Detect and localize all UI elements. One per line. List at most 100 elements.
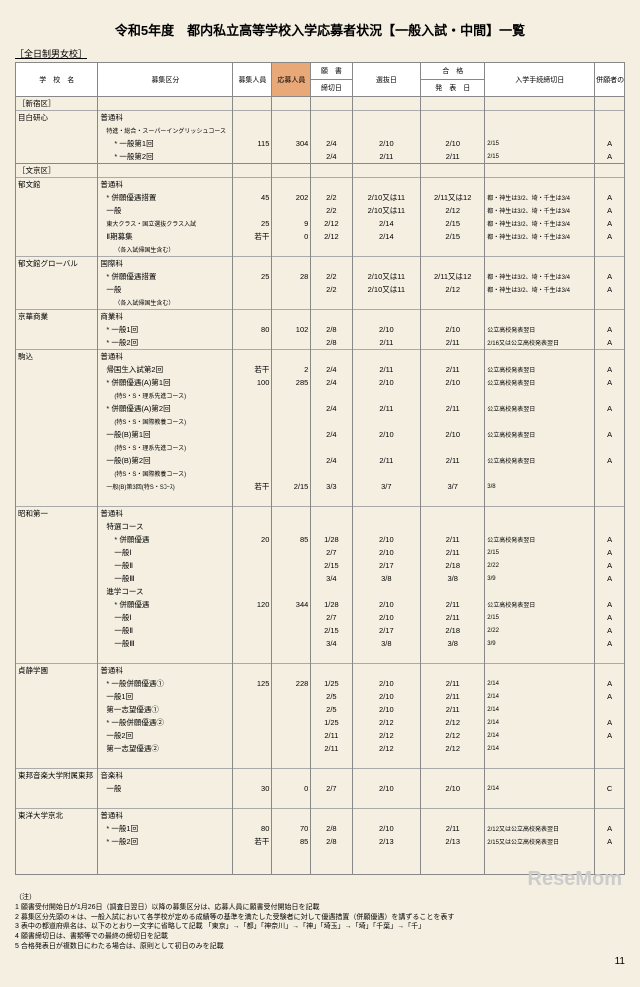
selection (352, 520, 421, 533)
applicants (272, 310, 311, 324)
deadline: 1/25 (311, 716, 352, 729)
special: A (595, 572, 625, 585)
category: 一般Ⅲ (98, 637, 233, 650)
category: * 併願優遇 (98, 598, 233, 611)
selection: 2/10 (352, 822, 421, 835)
school-name (16, 598, 98, 611)
applicants (272, 467, 311, 480)
special: A (595, 428, 625, 441)
th-deadline: 締切日 (311, 80, 352, 97)
capacity (233, 703, 272, 716)
selection (352, 296, 421, 310)
selection: 2/10 (352, 137, 421, 150)
category: 一般Ⅲ (98, 572, 233, 585)
selection: 2/10又は11 (352, 270, 421, 283)
capacity: 若干 (233, 480, 272, 493)
note-line: 5 合格発表日が複数日にわたる場合は、原則として初日のみを記載 (15, 942, 625, 952)
announce: 2/11 (421, 402, 485, 415)
capacity (233, 769, 272, 783)
school-name (16, 533, 98, 546)
announce (421, 585, 485, 598)
capacity (233, 559, 272, 572)
deadline (311, 178, 352, 192)
capacity (233, 428, 272, 441)
category: * 一般2回 (98, 336, 233, 350)
applicants (272, 296, 311, 310)
capacity: 若干 (233, 835, 272, 848)
applicants (272, 729, 311, 742)
announce: 2/18 (421, 559, 485, 572)
procedure (485, 415, 595, 428)
capacity: 125 (233, 677, 272, 690)
procedure: 2/15 (485, 611, 595, 624)
deadline: 2/4 (311, 363, 352, 376)
announce: 2/12 (421, 716, 485, 729)
applicants (272, 572, 311, 585)
announce: 3/8 (421, 637, 485, 650)
deadline: 1/28 (311, 533, 352, 546)
school-name (16, 296, 98, 310)
applicants (272, 243, 311, 257)
procedure: 2/15又は公立高校発表翌日 (485, 835, 595, 848)
school-name (16, 677, 98, 690)
selection: 3/8 (352, 637, 421, 650)
procedure (485, 178, 595, 192)
deadline (311, 350, 352, 364)
special (595, 350, 625, 364)
procedure (485, 243, 595, 257)
announce: 2/12 (421, 742, 485, 755)
special: A (595, 822, 625, 835)
applicants (272, 350, 311, 364)
applicants (272, 428, 311, 441)
applicants: 85 (272, 835, 311, 848)
applicants (272, 637, 311, 650)
selection: 2/10 (352, 690, 421, 703)
school-name: 郁文館グローバル (16, 257, 98, 271)
special: A (595, 677, 625, 690)
school-name: 東洋大学京北 (16, 809, 98, 823)
selection (352, 507, 421, 521)
selection: 2/10 (352, 598, 421, 611)
deadline (311, 520, 352, 533)
selection: 2/10 (352, 323, 421, 336)
capacity (233, 310, 272, 324)
selection: 3/8 (352, 572, 421, 585)
capacity (233, 664, 272, 678)
category: * 一般2回 (98, 835, 233, 848)
selection: 2/13 (352, 835, 421, 848)
school-name (16, 703, 98, 716)
selection: 2/17 (352, 559, 421, 572)
deadline: 2/7 (311, 546, 352, 559)
school-name (16, 729, 98, 742)
capacity (233, 507, 272, 521)
school-name (16, 270, 98, 283)
th-school: 学 校 名 (16, 63, 98, 97)
applicants: 344 (272, 598, 311, 611)
applicants (272, 441, 311, 454)
applicants (272, 585, 311, 598)
procedure (485, 664, 595, 678)
special: A (595, 323, 625, 336)
school-name (16, 191, 98, 204)
deadline: 2/7 (311, 782, 352, 795)
announce: 2/11又は12 (421, 191, 485, 204)
selection: 2/14 (352, 217, 421, 230)
category: (特S・S・理系先進コース) (98, 441, 233, 454)
school-name: 京華商業 (16, 310, 98, 324)
capacity: 20 (233, 533, 272, 546)
special (595, 769, 625, 783)
deadline: 3/4 (311, 572, 352, 585)
th-gansho: 願 書 (311, 63, 352, 80)
special: A (595, 150, 625, 164)
school-name: 貞静学園 (16, 664, 98, 678)
school-name (16, 376, 98, 389)
school-name (16, 230, 98, 243)
deadline (311, 664, 352, 678)
capacity (233, 243, 272, 257)
announce (421, 257, 485, 271)
note-line: 2 募集区分先頭の＊は、一般入試において各学校が定める成績等の基準を満たした受験… (15, 913, 625, 923)
announce (421, 296, 485, 310)
selection: 2/10 (352, 677, 421, 690)
procedure: 3/8 (485, 480, 595, 493)
capacity: 25 (233, 217, 272, 230)
